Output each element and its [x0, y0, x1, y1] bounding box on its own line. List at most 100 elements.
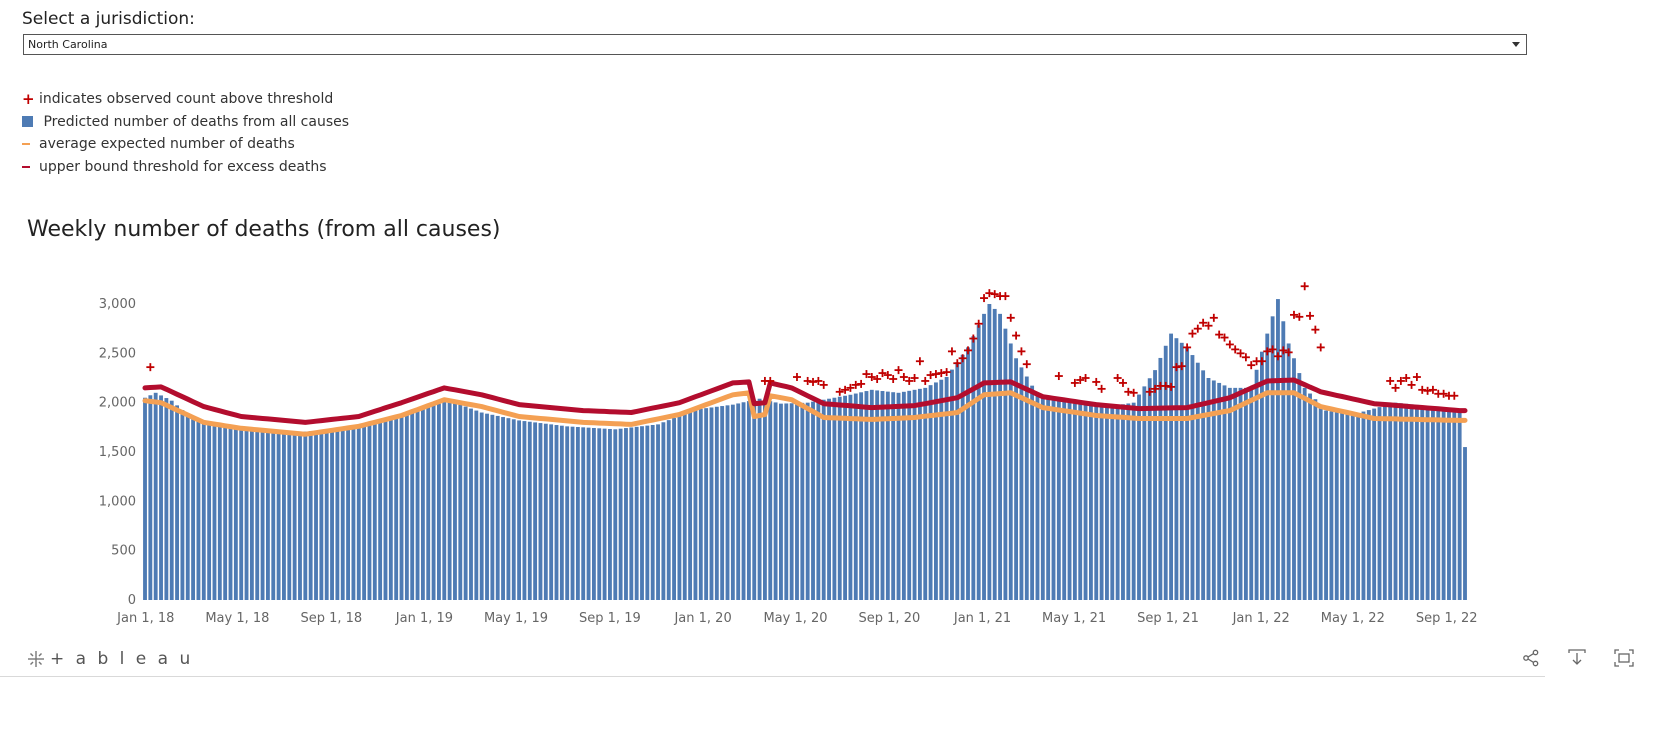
above-threshold-marker — [963, 346, 972, 355]
bar — [485, 413, 489, 600]
bar — [164, 398, 169, 600]
above-threshold-marker — [926, 371, 935, 380]
bar — [896, 392, 901, 600]
bar — [1019, 367, 1024, 600]
download-icon[interactable] — [1567, 648, 1587, 668]
bar — [934, 382, 938, 600]
bar — [394, 415, 399, 600]
bar — [159, 395, 163, 600]
bar — [827, 398, 831, 600]
bar — [501, 417, 505, 600]
bar — [928, 385, 933, 600]
bar — [832, 397, 837, 600]
bar — [1190, 355, 1195, 600]
bar — [709, 407, 714, 600]
bar — [517, 420, 522, 600]
above-threshold-marker — [792, 373, 801, 382]
x-tick-label: May 1, 22 — [1321, 611, 1385, 626]
bar — [1302, 387, 1307, 600]
bar — [479, 412, 484, 600]
bar — [960, 354, 965, 600]
bar — [458, 404, 463, 600]
bar — [666, 420, 671, 600]
bar — [613, 429, 618, 600]
bar — [608, 428, 612, 600]
bar — [736, 403, 741, 600]
bar — [1072, 403, 1077, 600]
bar — [292, 432, 297, 600]
bar — [533, 422, 538, 600]
chevron-down-icon[interactable] — [1512, 42, 1520, 47]
above-threshold-marker — [1402, 374, 1411, 382]
legend-item-above-threshold: + indicates observed count above thresho… — [22, 88, 349, 111]
tableau-logo[interactable]: + a b l e a u — [26, 649, 193, 669]
bar — [1227, 387, 1232, 600]
bar — [581, 427, 586, 600]
tableau-wordmark: + a b l e a u — [50, 649, 194, 669]
above-threshold-marker — [990, 290, 999, 299]
above-threshold-marker — [985, 289, 994, 298]
bar — [784, 403, 789, 600]
bar — [1238, 387, 1243, 600]
bar — [527, 421, 532, 600]
bar — [1115, 405, 1120, 600]
bar — [1046, 397, 1051, 600]
deaths-chart[interactable]: 0 500 1,000 1,500 2,000 2,500 3,000 Jan 1, 18 M… — [0, 250, 1545, 640]
bar — [1094, 405, 1099, 600]
bar — [351, 426, 356, 600]
bar — [992, 308, 997, 600]
bar — [1179, 342, 1184, 600]
x-tick-label: Sep 1, 21 — [1137, 611, 1199, 626]
bar — [645, 425, 650, 600]
bar — [1329, 411, 1334, 600]
bar — [1067, 402, 1072, 600]
bar — [1318, 404, 1323, 600]
above-threshold-marker — [883, 371, 892, 380]
bar — [1195, 362, 1200, 600]
above-threshold-marker — [953, 359, 962, 368]
bar — [420, 408, 425, 600]
bar — [260, 430, 265, 600]
above-threshold-marker — [1124, 387, 1133, 396]
fullscreen-icon[interactable] — [1613, 648, 1635, 668]
bar — [624, 428, 628, 600]
bar — [153, 392, 158, 600]
above-threshold-marker — [1070, 378, 1079, 387]
x-tick-label: Sep 1, 18 — [300, 611, 362, 626]
above-threshold-marker — [1412, 373, 1421, 382]
bar — [1409, 404, 1414, 600]
bar — [1121, 404, 1125, 600]
above-threshold-marker — [1241, 353, 1250, 362]
bar — [1137, 394, 1141, 600]
bar — [1014, 358, 1019, 600]
bar — [340, 428, 345, 600]
share-icon[interactable] — [1521, 648, 1541, 668]
bar — [698, 408, 703, 600]
bar — [233, 427, 238, 600]
above-threshold-marker — [766, 376, 775, 385]
bar — [314, 430, 318, 600]
red-dash-icon — [22, 165, 30, 168]
legend-label: indicates observed count above threshold — [39, 91, 334, 108]
bar — [939, 379, 944, 600]
bar — [1030, 385, 1035, 600]
bar — [372, 421, 377, 600]
above-threshold-marker — [1407, 380, 1416, 389]
bar — [1131, 402, 1136, 600]
bar — [1158, 357, 1163, 600]
bar — [1366, 410, 1371, 600]
above-threshold-marker — [1145, 387, 1154, 396]
bar — [255, 430, 260, 600]
bar — [1003, 328, 1008, 600]
bar — [1260, 351, 1264, 600]
jurisdiction-select[interactable]: North Carolina — [23, 34, 1527, 55]
jurisdiction-value: North Carolina — [28, 38, 108, 51]
above-threshold-marker — [1022, 360, 1031, 369]
above-threshold-marker — [1268, 345, 1277, 354]
above-threshold-marker — [1263, 347, 1272, 356]
bar — [319, 430, 324, 600]
bar — [298, 431, 302, 600]
above-threshold-marker — [974, 319, 983, 328]
bar — [885, 391, 890, 600]
above-threshold-marker — [910, 374, 919, 382]
